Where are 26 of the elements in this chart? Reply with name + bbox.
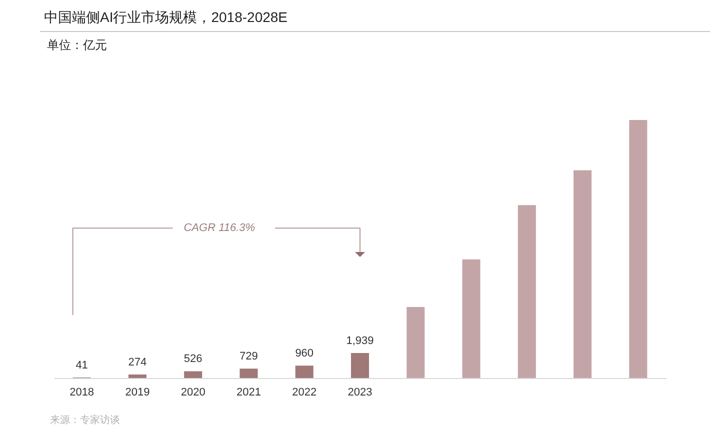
x-tick-label: 2019 [125, 386, 150, 398]
bar [240, 368, 258, 378]
bar [406, 307, 425, 378]
bar [462, 259, 480, 378]
bar [518, 205, 536, 378]
data-label: 1,939 [346, 334, 374, 347]
bar [295, 366, 314, 378]
bar [128, 374, 146, 378]
bar [629, 120, 648, 378]
x-tick-label: 2021 [236, 386, 261, 398]
data-label: 960 [295, 348, 314, 360]
chart-title: 中国端侧AI行业市场规模，2018-2028E [40, 8, 710, 32]
bar [184, 371, 202, 378]
bar [574, 170, 592, 378]
data-label: 41 [76, 359, 88, 372]
chart-subtitle: 单位：亿元 [47, 37, 107, 54]
data-label: 526 [184, 353, 202, 366]
x-tick-label: 2022 [292, 386, 317, 398]
source-note: 来源：专家访谈 [50, 414, 120, 427]
x-tick-label: 2018 [70, 386, 94, 398]
data-label: 729 [240, 350, 258, 363]
data-label: 274 [128, 356, 147, 368]
bar [350, 352, 370, 378]
x-tick-label: 2023 [348, 386, 372, 398]
annotation: CAGR 116.3% [184, 222, 256, 234]
x-tick-label: 2020 [180, 386, 206, 398]
